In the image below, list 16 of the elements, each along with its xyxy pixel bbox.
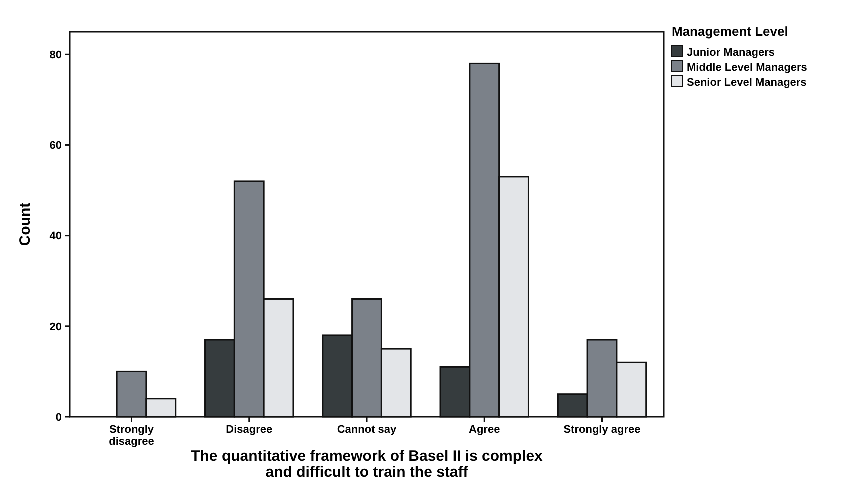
y-tick-label: 60 bbox=[50, 140, 62, 152]
legend-label: Junior Managers bbox=[687, 47, 776, 59]
legend-title: Management Level bbox=[672, 24, 788, 39]
x-tick-label: Strongly agree bbox=[564, 424, 641, 436]
x-axis-title: The quantitative framework of Basel II is complex and difficult to train the staff bbox=[191, 448, 544, 481]
y-axis-title: Count bbox=[17, 202, 34, 246]
y-tick-label: 80 bbox=[50, 49, 62, 62]
legend-label: Middle Level Managers bbox=[687, 62, 808, 74]
y-tick-label: 20 bbox=[50, 321, 62, 334]
x-tick-label: Strongly disagree bbox=[109, 424, 155, 448]
legend-label: Senior Level Managers bbox=[687, 77, 807, 89]
x-tick-label: Disagree bbox=[226, 424, 273, 436]
y-tick-label: 40 bbox=[50, 230, 62, 243]
y-tick-label: 0 bbox=[56, 412, 62, 424]
x-tick-label: Cannot say bbox=[337, 424, 398, 436]
x-tick-label: Agree bbox=[469, 424, 500, 436]
